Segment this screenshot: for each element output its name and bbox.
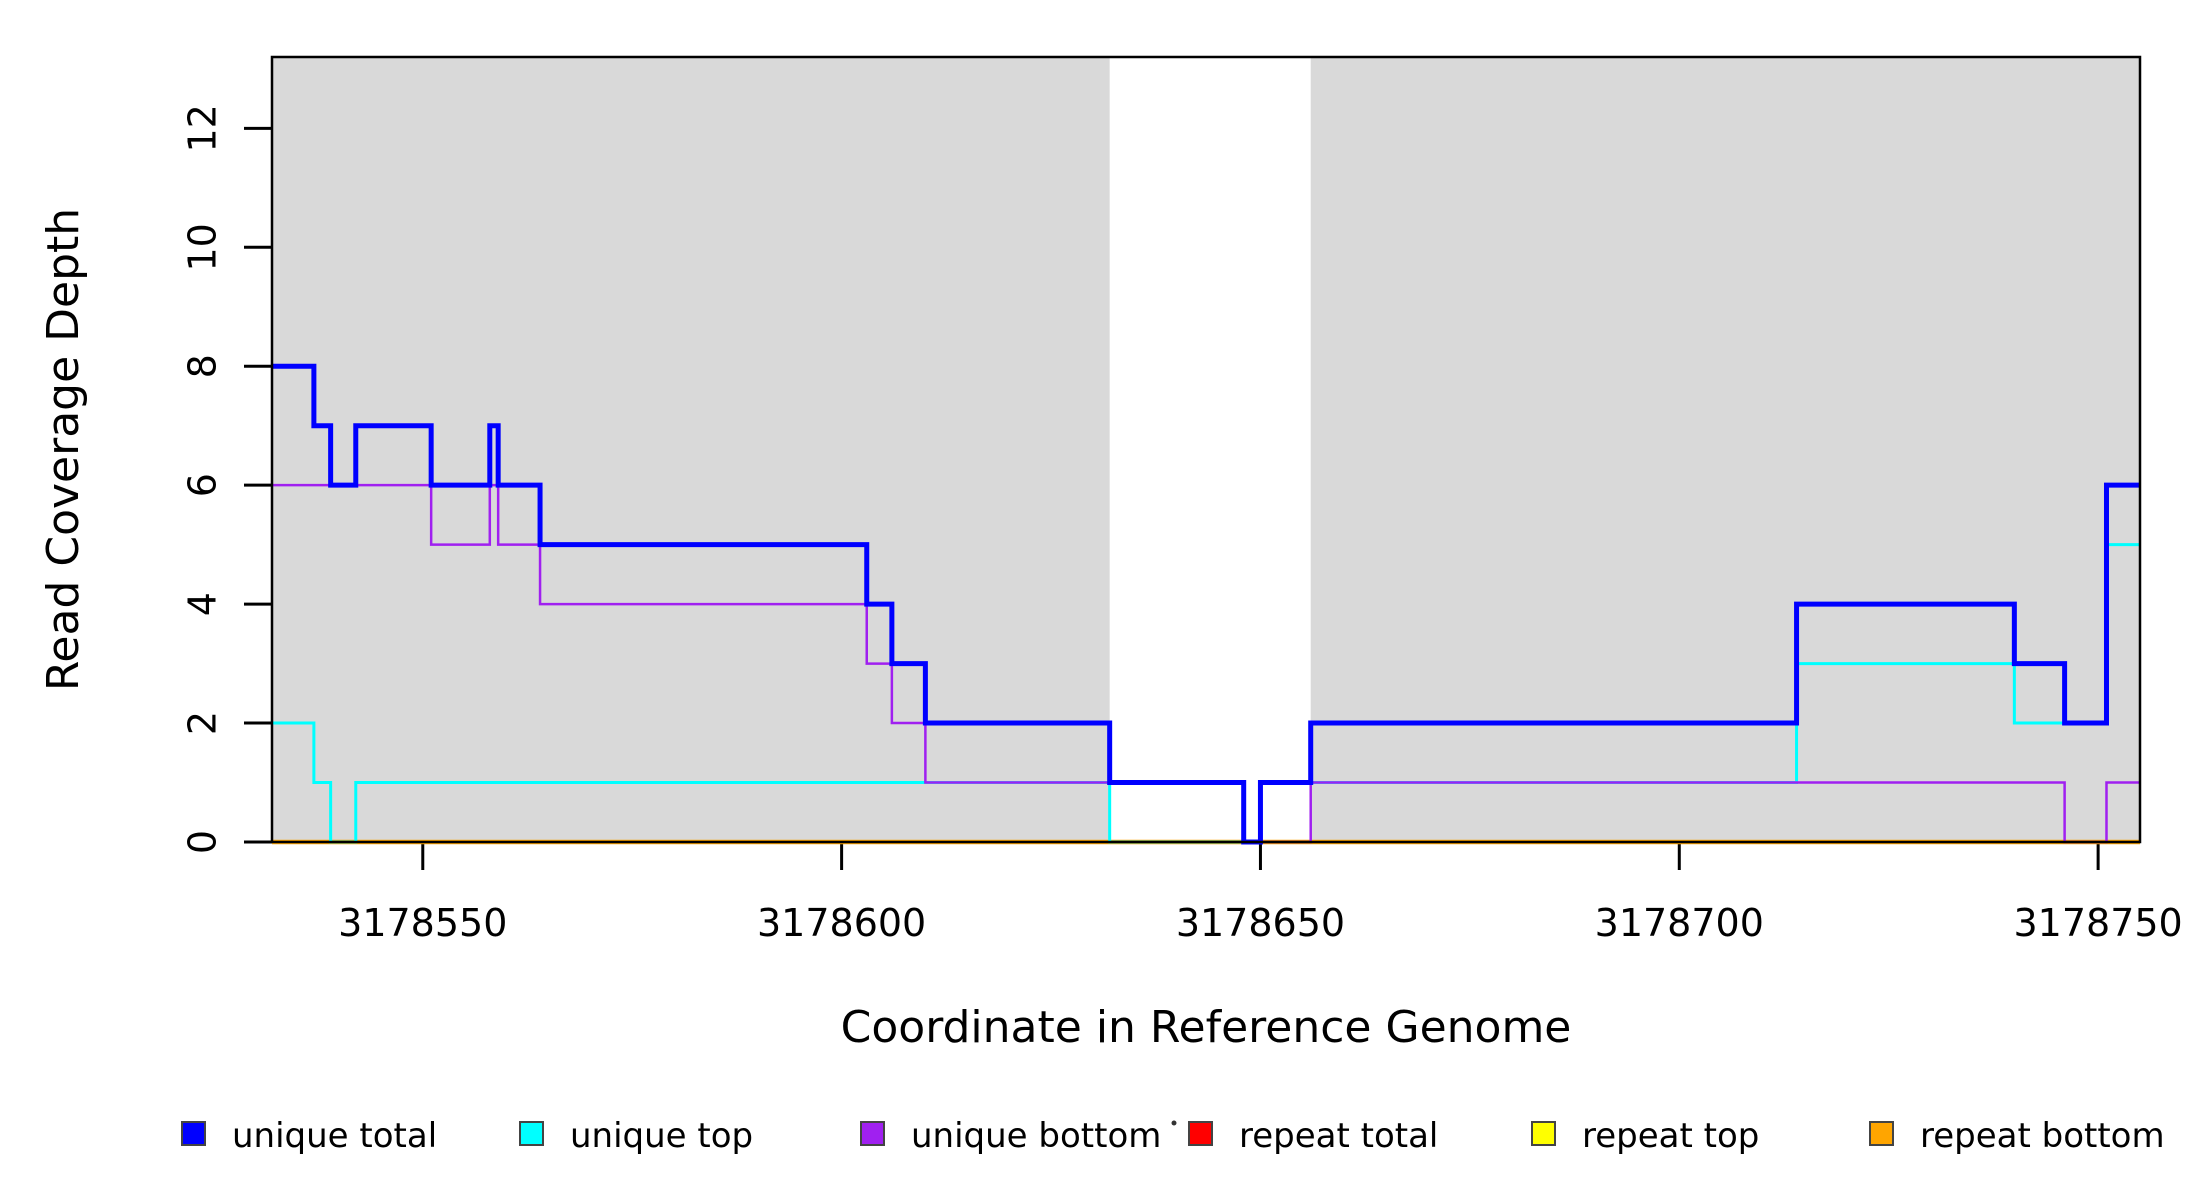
masked-region-shading (1310, 57, 2140, 842)
masked-region-shading (272, 57, 1110, 842)
legend-swatch-repeat-top (1531, 1121, 1556, 1146)
x-tick-label: 3178750 (2013, 901, 2182, 945)
legend-item-label: repeat top (1582, 1116, 1759, 1156)
legend-item-repeat-bottom: repeat bottom (1869, 1116, 2165, 1156)
stray-dot-mark (1171, 1120, 1177, 1126)
legend-item-label: repeat bottom (1920, 1116, 2165, 1156)
plot-border (270, 55, 2142, 844)
x-tick-label: 3178700 (1595, 901, 1764, 945)
y-tick-label: 8 (181, 354, 225, 378)
y-tick-label: 6 (181, 473, 225, 497)
x-tick-label: 3178600 (757, 901, 926, 945)
legend-swatch-unique-top (519, 1121, 544, 1146)
x-axis-title: Coordinate in Reference Genome (841, 1002, 1572, 1053)
legend-item-repeat-top: repeat top (1531, 1116, 1759, 1156)
legend-item-label: unique total (232, 1116, 437, 1156)
legend-item-repeat-total: repeat total (1188, 1116, 1438, 1156)
y-tick-label: 10 (181, 223, 225, 271)
legend-swatch-unique-total (181, 1121, 206, 1146)
legend-item-unique-bottom: unique bottom (860, 1116, 1161, 1156)
legend-item-unique-top: unique top (519, 1116, 753, 1156)
legend-item-label: unique top (570, 1116, 753, 1156)
y-axis-title: Read Coverage Depth (38, 208, 89, 691)
y-tick-label: 2 (181, 711, 225, 735)
legend-item-unique-total: unique total (181, 1116, 437, 1156)
legend-swatch-repeat-total (1188, 1121, 1213, 1146)
legend-item-label: unique bottom (911, 1116, 1161, 1156)
legend-item-label: repeat total (1239, 1116, 1438, 1156)
y-tick-label: 4 (181, 592, 225, 616)
legend-swatch-repeat-bottom (1869, 1121, 1894, 1146)
x-tick-label: 3178550 (338, 901, 507, 945)
legend-swatch-unique-bottom (860, 1121, 885, 1146)
x-tick-label: 3178650 (1176, 901, 1345, 945)
y-tick-label: 0 (181, 830, 225, 854)
y-tick-label: 12 (181, 104, 225, 152)
series-unique-total-line (272, 363, 2140, 845)
series-unique-bottom-line (272, 483, 2140, 844)
